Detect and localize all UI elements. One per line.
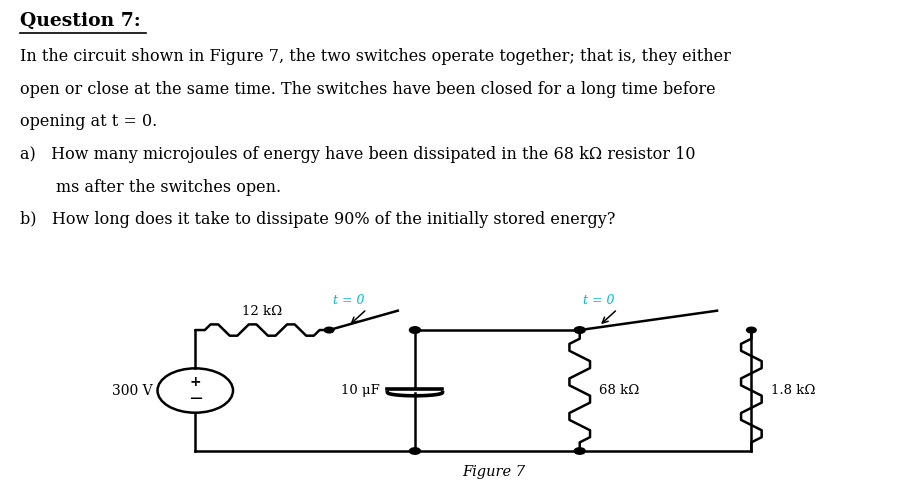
Text: Figure 7: Figure 7 — [462, 465, 525, 479]
Text: 68 kΩ: 68 kΩ — [599, 384, 639, 397]
Text: −: − — [188, 390, 203, 408]
Text: opening at t = 0.: opening at t = 0. — [20, 113, 157, 130]
Circle shape — [574, 327, 585, 333]
Text: b)   How long does it take to dissipate 90% of the initially stored energy?: b) How long does it take to dissipate 90… — [20, 211, 615, 228]
Text: t = 0: t = 0 — [583, 294, 614, 308]
Text: ms after the switches open.: ms after the switches open. — [20, 179, 282, 195]
Text: 10 μF: 10 μF — [341, 384, 379, 397]
Circle shape — [410, 327, 420, 333]
Circle shape — [747, 327, 756, 333]
Text: +: + — [190, 375, 201, 389]
Text: 12 kΩ: 12 kΩ — [242, 305, 282, 318]
Circle shape — [324, 327, 334, 333]
Circle shape — [575, 327, 585, 333]
Text: 1.8 kΩ: 1.8 kΩ — [771, 384, 815, 397]
Circle shape — [574, 448, 585, 454]
Circle shape — [410, 327, 421, 333]
Circle shape — [410, 448, 421, 454]
Text: In the circuit shown in Figure 7, the two switches operate together; that is, th: In the circuit shown in Figure 7, the tw… — [20, 48, 731, 65]
Text: 300 V: 300 V — [112, 384, 153, 397]
Text: open or close at the same time. The switches have been closed for a long time be: open or close at the same time. The swit… — [20, 81, 716, 97]
Text: Question 7:: Question 7: — [20, 12, 141, 30]
Text: a)   How many microjoules of energy have been dissipated in the 68 kΩ resistor 1: a) How many microjoules of energy have b… — [20, 146, 695, 163]
Text: t = 0: t = 0 — [332, 294, 364, 308]
